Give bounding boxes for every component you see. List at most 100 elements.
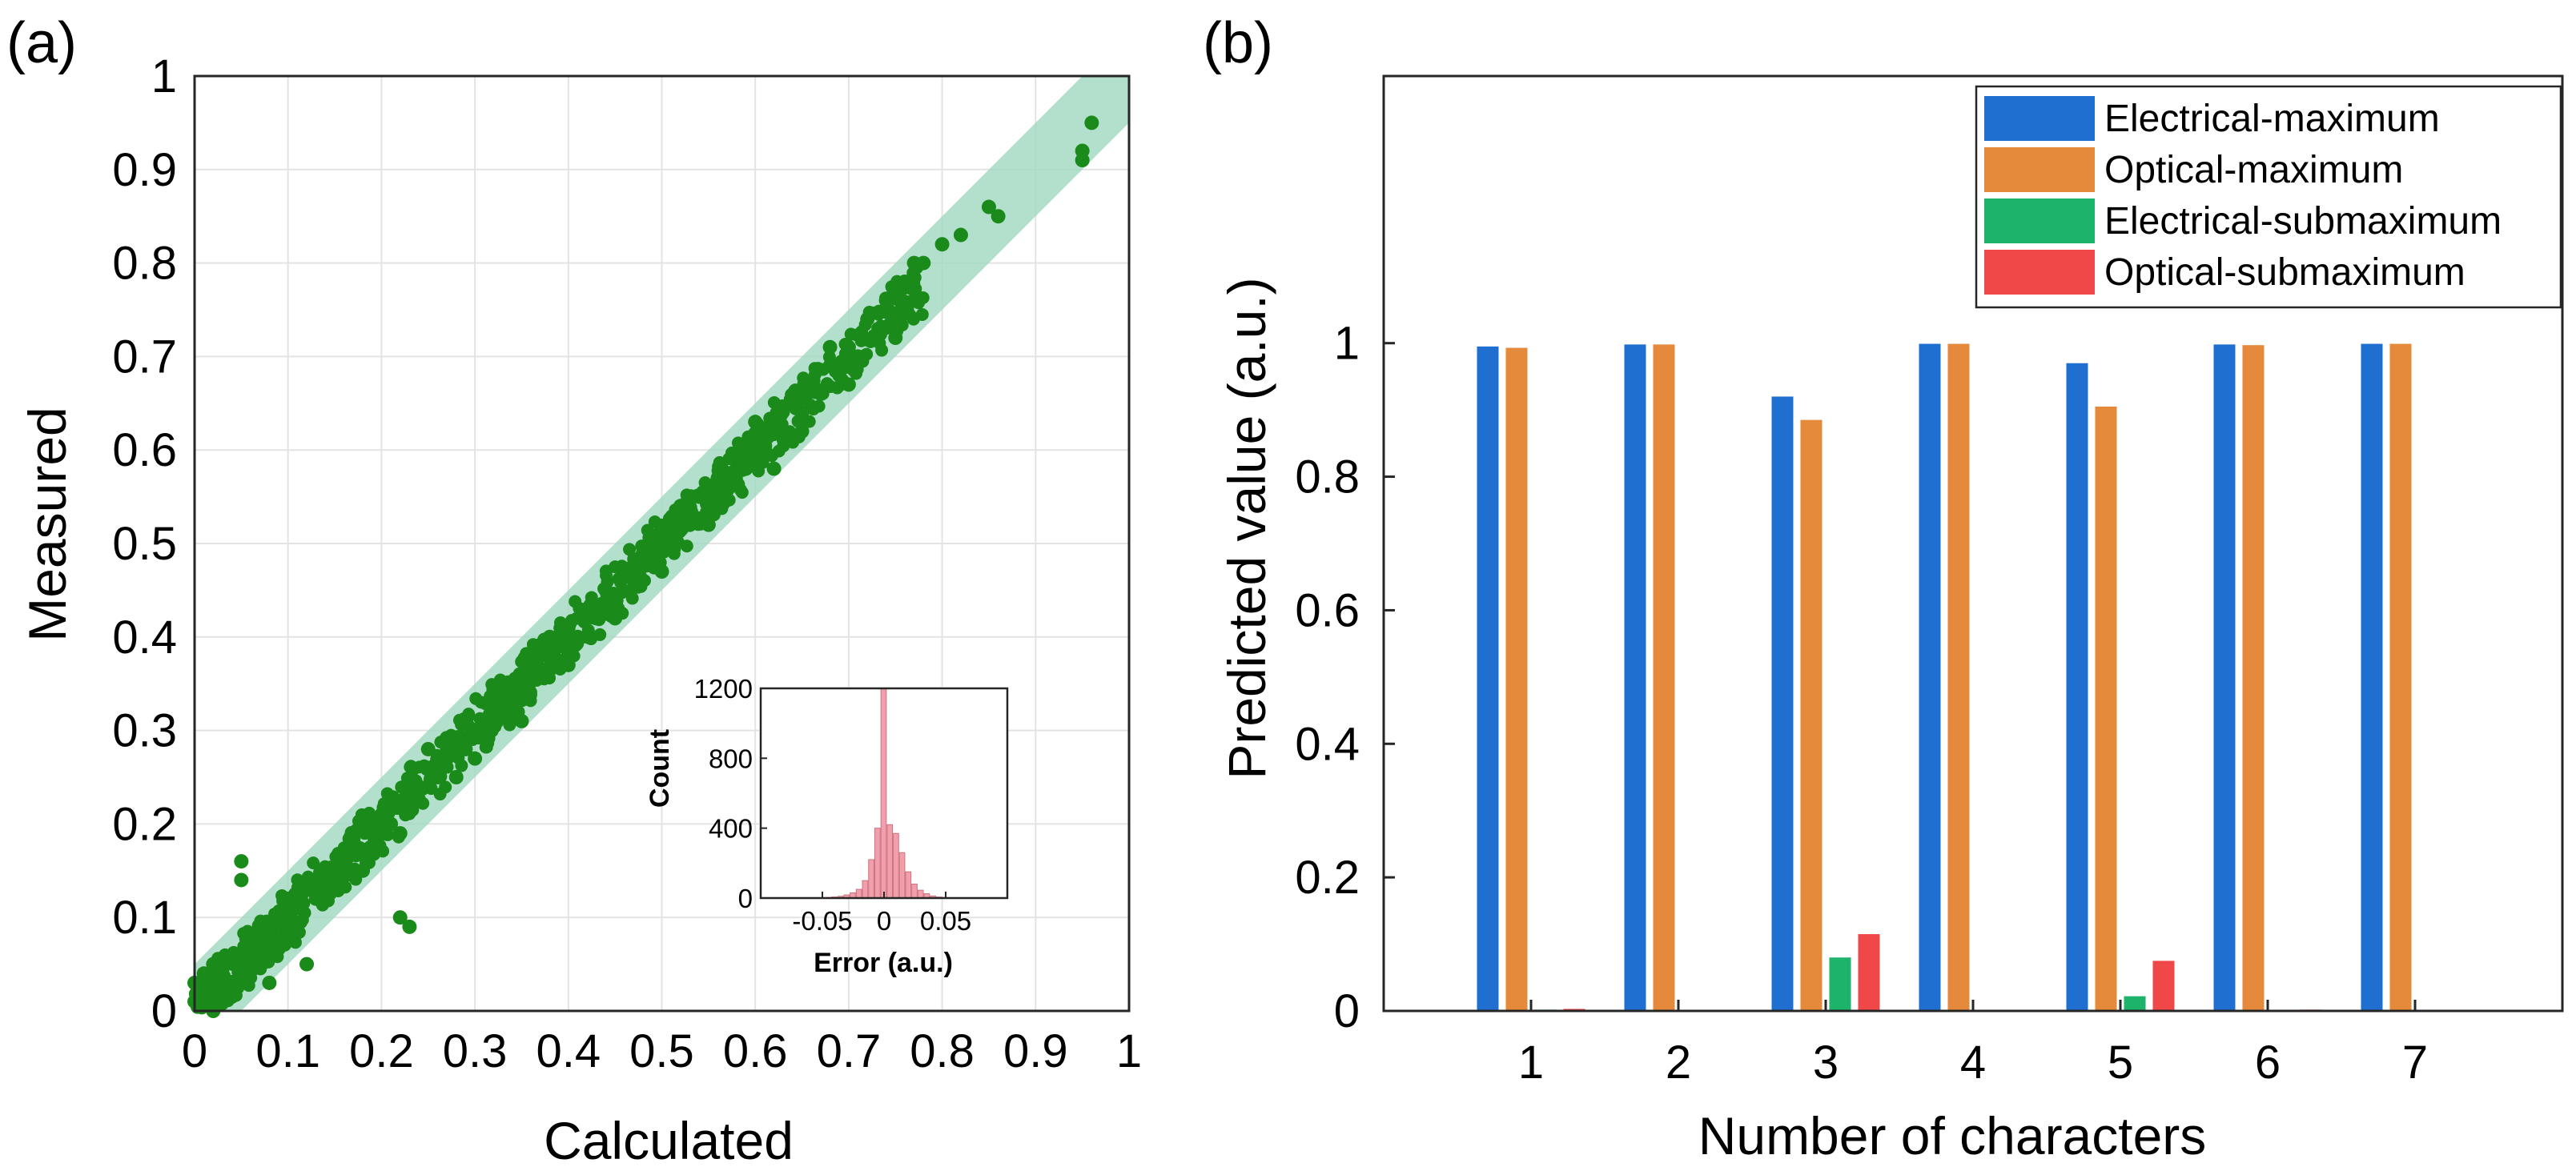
data-point [508, 675, 521, 688]
data-point [520, 647, 533, 660]
data-point [871, 322, 885, 335]
histogram-bar [855, 888, 862, 899]
bar-optical-submaximum [1858, 934, 1880, 1011]
data-point [614, 575, 628, 589]
data-point [916, 291, 930, 304]
data-point [844, 327, 858, 341]
data-point [234, 854, 249, 869]
data-point [392, 910, 408, 925]
data-point [613, 561, 626, 575]
data-point [711, 464, 725, 478]
bar-optical-maximum [1505, 347, 1528, 1011]
axes-frame [1382, 74, 2564, 1013]
legend-swatch [1984, 147, 2095, 192]
data-point [288, 887, 302, 900]
x-tick-label: 4 [1960, 1037, 1986, 1089]
legend-label: Optical-maximum [2104, 149, 2403, 191]
data-point [481, 736, 495, 750]
histogram-bar [917, 889, 924, 899]
data-point [836, 373, 850, 387]
y-tick-label: 0.1 [112, 892, 177, 944]
data-point [890, 324, 904, 338]
data-point [583, 598, 597, 612]
data-point [696, 485, 709, 499]
data-point [307, 856, 320, 870]
bar-optical-maximum [1653, 344, 1675, 1012]
panel-b-ylabel: Predicted value (a.u.) [1217, 277, 1276, 779]
data-point [600, 568, 613, 582]
data-point [1084, 115, 1099, 130]
bar-optical-submaximum [2152, 960, 2175, 1011]
data-point [256, 939, 270, 952]
data-point [748, 427, 762, 440]
data-point [772, 444, 786, 458]
data-point [595, 609, 609, 623]
bar-optical-maximum [1947, 343, 1970, 1011]
legend-swatch [1984, 250, 2095, 295]
bar-electrical-submaximum [2124, 996, 2146, 1011]
data-point [531, 657, 545, 671]
data-point [764, 415, 778, 429]
data-point [582, 631, 596, 644]
data-point [906, 312, 920, 326]
data-point [486, 708, 500, 722]
data-point [854, 325, 868, 339]
data-point [508, 704, 522, 718]
data-point [273, 942, 287, 956]
data-point [360, 846, 373, 860]
data-point [358, 827, 372, 840]
data-point [209, 989, 223, 1002]
y-tick-label: 0.6 [1295, 584, 1360, 636]
data-point [721, 483, 735, 496]
data-point [221, 994, 235, 1008]
inset-xlabel: Error (a.u.) [814, 948, 953, 978]
x-tick-label: 5 [2108, 1037, 2133, 1089]
data-point [524, 688, 537, 702]
data-point [657, 545, 671, 559]
data-point [770, 406, 783, 419]
data-point [538, 647, 552, 660]
data-point [692, 516, 705, 530]
data-point [807, 374, 821, 387]
y-tick-label: 1 [1334, 318, 1360, 370]
data-point [907, 271, 921, 285]
data-point [333, 866, 347, 880]
data-point [484, 690, 497, 704]
legend-swatch [1984, 199, 2095, 243]
data-point [631, 551, 645, 565]
data-point [608, 611, 621, 624]
inset-x-tick-label: 0 [877, 906, 891, 936]
y-tick-label: 0.8 [1295, 451, 1360, 503]
data-point [634, 571, 648, 584]
y-tick-label: 0 [151, 985, 177, 1037]
data-point [262, 975, 277, 990]
bar-electrical-submaximum [1829, 957, 1851, 1011]
data-point [791, 415, 805, 428]
data-point [668, 542, 681, 555]
x-tick-label: 0.1 [255, 1025, 320, 1077]
data-point [635, 539, 649, 553]
data-point [537, 632, 551, 646]
data-point [820, 377, 834, 391]
data-point [549, 650, 562, 664]
data-point [348, 833, 361, 847]
panel-b-bars [1477, 343, 2470, 1012]
data-point [656, 521, 669, 535]
data-point [646, 531, 660, 545]
panel-a-label: (a) [6, 11, 77, 75]
data-point [981, 199, 996, 215]
y-tick-label: 0.6 [112, 424, 177, 476]
panel-b-legend: Electrical-maximum Optical-maximum Electri… [1975, 85, 2562, 309]
data-point [806, 403, 820, 416]
data-point [319, 860, 332, 873]
panel-a-inset-histogram: -0.05 0 0.05 0 400 800 1200 Error (a.u.) Count [645, 674, 1009, 978]
data-point [873, 336, 886, 350]
axes-frame [193, 74, 1131, 1013]
y-tick-label: 0.7 [112, 331, 177, 383]
x-tick-label: 2 [1666, 1037, 1691, 1089]
data-point [597, 582, 611, 596]
legend-swatch [1984, 96, 2095, 141]
data-point [700, 498, 713, 511]
x-tick-label: 0.4 [536, 1025, 601, 1077]
x-tick-label: 7 [2402, 1037, 2428, 1089]
